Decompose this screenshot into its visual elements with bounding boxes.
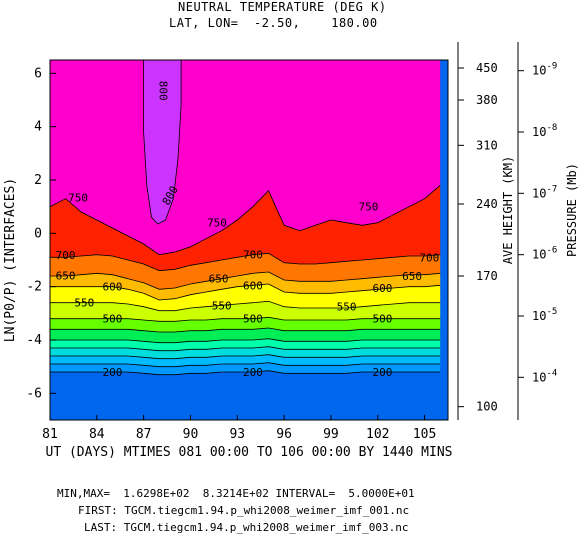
isoline-200 bbox=[50, 370, 441, 376]
contour-label-750-2: 750 bbox=[68, 191, 88, 204]
pressure-tick-label-10^-6: 10-6 bbox=[532, 246, 557, 262]
x-tick-label-102: 102 bbox=[366, 427, 389, 442]
x-tick-label-99: 99 bbox=[323, 427, 339, 442]
contour-label-750-3: 750 bbox=[207, 217, 227, 230]
height-tick-label-240: 240 bbox=[476, 197, 498, 211]
isoline-450 bbox=[50, 327, 441, 333]
contour-label-200-21: 200 bbox=[243, 366, 263, 379]
contour-label-200-22: 200 bbox=[373, 366, 393, 379]
contour-label-550-15: 550 bbox=[212, 299, 232, 312]
x-tick-label-84: 84 bbox=[89, 427, 105, 442]
band-450-500 bbox=[50, 317, 441, 332]
isoline-550 bbox=[50, 300, 441, 312]
isoline-700 bbox=[50, 252, 441, 272]
chart-subtitle: LAT, LON= -2.50, 180.00 bbox=[169, 16, 378, 30]
y-tick-label-0: 0 bbox=[34, 226, 42, 241]
contour-label-600-12: 600 bbox=[243, 279, 263, 292]
height-axis-label: AVE HEIGHT (KM) bbox=[501, 156, 515, 264]
x-tick-label-87: 87 bbox=[136, 427, 152, 442]
contour-label-650-9: 650 bbox=[209, 273, 229, 286]
chart-title: NEUTRAL TEMPERATURE (DEG K) bbox=[178, 0, 387, 14]
footer-minmax: MIN,MAX= 1.6298E+02 8.3214E+02 INTERVAL=… bbox=[57, 487, 415, 500]
y-tick-label--4: -4 bbox=[26, 333, 42, 348]
isoline-350 bbox=[50, 346, 441, 352]
isoline-300 bbox=[50, 354, 441, 360]
contour-label-500-18: 500 bbox=[243, 313, 263, 326]
contour-label-700-6: 700 bbox=[243, 249, 263, 262]
pressure-tick-label-10^-7: 10-7 bbox=[532, 184, 557, 200]
band-550-600 bbox=[50, 284, 441, 311]
band-above-800 bbox=[143, 60, 182, 224]
band-600-650 bbox=[50, 272, 441, 300]
contour-label-750-4: 750 bbox=[358, 201, 378, 214]
pressure-tick-label-10^-8: 10-8 bbox=[532, 123, 557, 139]
footer-first-file: FIRST: TGCM.tiegcm1.94.p_whi2008_weimer_… bbox=[78, 504, 410, 517]
pressure-tick-label-10^-9: 10-9 bbox=[532, 62, 557, 78]
contour-label-600-13: 600 bbox=[373, 282, 393, 295]
x-tick-label-96: 96 bbox=[276, 427, 292, 442]
pressure-axis-label: PRESSURE (Mb) bbox=[565, 163, 579, 257]
contour-label-500-19: 500 bbox=[373, 313, 393, 326]
contour-label-700-7: 700 bbox=[419, 251, 439, 264]
axes: 81 84 87 90 93 96 99 102 105 UT (DAYS) MTIMES 081… bbox=[3, 42, 579, 460]
footer-last-file: LAST: TGCM.tiegcm1.94.p_whi2008_weimer_i… bbox=[84, 521, 409, 534]
isoline-800 bbox=[143, 60, 182, 225]
plot-frame bbox=[49, 59, 449, 421]
isoline-750 bbox=[49, 184, 441, 256]
y-tick-label-2: 2 bbox=[34, 173, 42, 188]
isoline-500 bbox=[50, 316, 441, 322]
contour-label-650-8: 650 bbox=[56, 269, 76, 282]
contour-label-550-16: 550 bbox=[337, 301, 357, 314]
y-tick-label-4: 4 bbox=[34, 120, 42, 135]
contour-label-500-17: 500 bbox=[102, 313, 122, 326]
y-tick-label-6: 6 bbox=[34, 66, 42, 81]
height-tick-label-450: 450 bbox=[476, 61, 498, 75]
contour-label-650-10: 650 bbox=[402, 270, 422, 283]
height-tick-label-310: 310 bbox=[476, 138, 498, 152]
pressure-tick-label-10^-5: 10-5 bbox=[532, 307, 557, 323]
y-tick-label--6: -6 bbox=[26, 386, 42, 401]
band-700-750 bbox=[50, 185, 441, 271]
contour-label-700-5: 700 bbox=[56, 249, 76, 262]
height-tick-label-170: 170 bbox=[476, 269, 498, 283]
isoline-250 bbox=[50, 362, 441, 368]
x-tick-label-105: 105 bbox=[413, 427, 436, 442]
y-tick-label--2: -2 bbox=[26, 280, 42, 295]
y-axis-label: LN(P0/P) (INTERFACES) bbox=[3, 178, 18, 342]
contour-fills bbox=[50, 60, 448, 420]
contour-label-800-0: 800 bbox=[156, 81, 169, 101]
height-tick-label-380: 380 bbox=[476, 93, 498, 107]
band-500-550 bbox=[50, 301, 441, 322]
x-tick-label-90: 90 bbox=[183, 427, 199, 442]
contour-lines bbox=[49, 60, 441, 376]
contour-label-200-20: 200 bbox=[102, 366, 122, 379]
x-axis-label: UT (DAYS) MTIMES 081 00:00 TO 106 00:00 … bbox=[46, 445, 453, 460]
isoline-400 bbox=[50, 338, 441, 344]
height-tick-label-100: 100 bbox=[476, 400, 498, 414]
contour-label-600-11: 600 bbox=[102, 281, 122, 294]
pressure-tick-label-10^-4: 10-4 bbox=[532, 368, 557, 384]
isoline-600 bbox=[50, 283, 441, 301]
isoline-650 bbox=[50, 271, 441, 290]
contour-label-550-14: 550 bbox=[74, 297, 94, 310]
x-tick-label-81: 81 bbox=[42, 427, 58, 442]
band-400-450 bbox=[50, 328, 441, 343]
x-tick-label-93: 93 bbox=[229, 427, 245, 442]
